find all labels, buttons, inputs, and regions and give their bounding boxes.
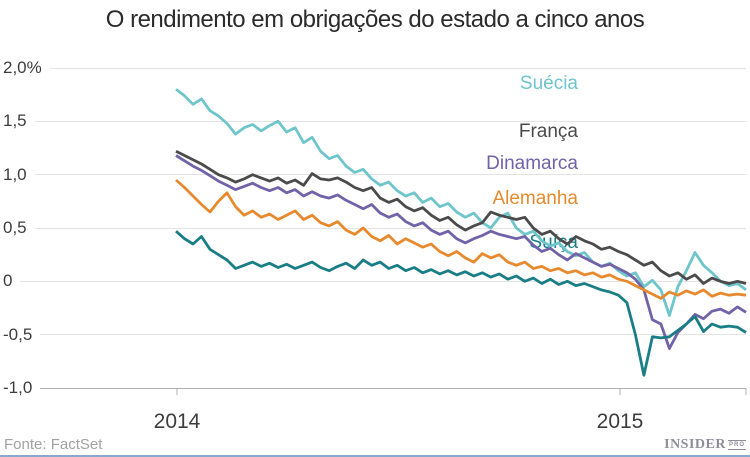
series-label-0: Suécia [519,73,578,94]
series-label-3: Alemanha [492,188,578,209]
insider-pro-logo: INSIDER PRO [664,437,746,453]
chart-title: O rendimento em obrigações do estado a c… [105,6,645,33]
gridline [49,67,746,69]
y-axis-tick-label: 1,5 [3,111,27,131]
gridline-row: 0 [3,271,746,291]
series-label-4: Suíça [529,232,578,253]
y-axis-tick-label: -0,5 [3,324,33,344]
series-label-2: Dinamarca [486,153,578,174]
bottom-accent-bar [0,455,750,457]
gridline [20,280,746,282]
logo-badge: PRO [727,440,746,450]
gridline-row: 2,0% [3,58,746,78]
source-credit: Fonte: FactSet [4,436,103,453]
y-axis-tick-label: 2,0% [3,58,42,77]
gridline [34,227,746,229]
logo-text: INSIDER [664,437,726,452]
x-axis-tick-label: 2014 [153,410,201,433]
y-axis-tick-label: 0 [3,271,13,291]
x-axis-tick-label: 2015 [596,410,644,433]
gridline-row: -0,5 [3,325,746,345]
gridline [40,334,746,336]
y-axis-tick-label: -1,0 [3,378,33,397]
gridline-row: -1,0 [3,378,746,398]
y-axis-tick-label: 1,0 [3,164,27,184]
gridline [40,387,746,389]
y-axis-tick-label: 0,5 [3,218,27,237]
series-label-1: França [518,121,578,142]
